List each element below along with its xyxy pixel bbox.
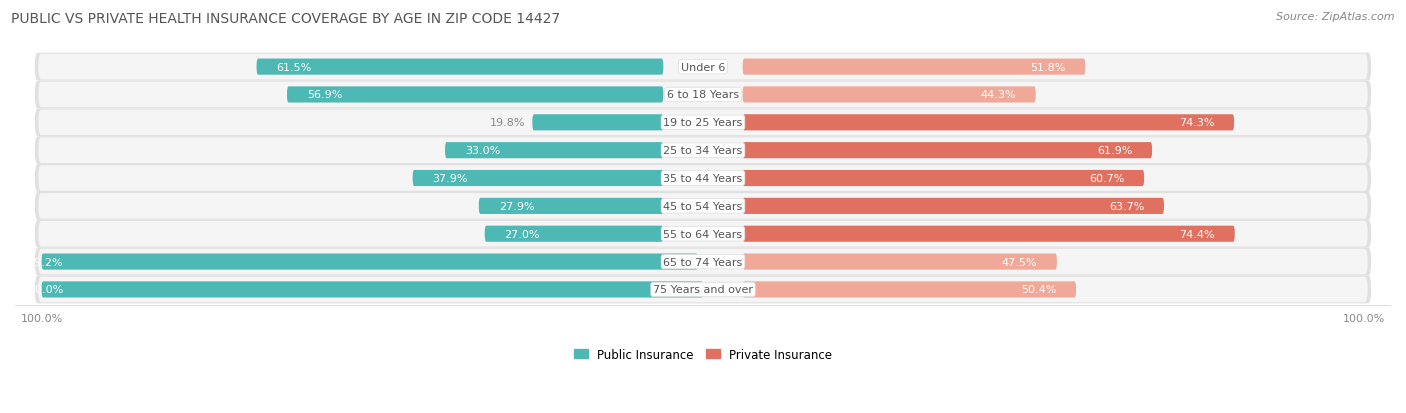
FancyBboxPatch shape <box>479 198 664 214</box>
FancyBboxPatch shape <box>38 221 1368 247</box>
FancyBboxPatch shape <box>38 166 1368 191</box>
FancyBboxPatch shape <box>38 83 1368 108</box>
FancyBboxPatch shape <box>485 226 664 242</box>
Text: 47.5%: 47.5% <box>1001 257 1038 267</box>
Text: 19 to 25 Years: 19 to 25 Years <box>664 118 742 128</box>
Text: 63.7%: 63.7% <box>1109 202 1144 211</box>
FancyBboxPatch shape <box>38 277 1368 302</box>
FancyBboxPatch shape <box>742 254 1057 270</box>
Text: 50.4%: 50.4% <box>1021 285 1056 295</box>
Text: 65 to 74 Years: 65 to 74 Years <box>664 257 742 267</box>
FancyBboxPatch shape <box>742 143 1152 159</box>
Text: 27.9%: 27.9% <box>499 202 534 211</box>
Text: 75 Years and over: 75 Years and over <box>652 285 754 295</box>
FancyBboxPatch shape <box>35 192 1371 220</box>
FancyBboxPatch shape <box>742 115 1234 131</box>
Text: 27.0%: 27.0% <box>505 229 540 239</box>
FancyBboxPatch shape <box>38 55 1368 80</box>
FancyBboxPatch shape <box>35 137 1371 165</box>
Text: 99.2%: 99.2% <box>27 257 63 267</box>
FancyBboxPatch shape <box>446 143 664 159</box>
FancyBboxPatch shape <box>35 248 1371 276</box>
Text: 74.3%: 74.3% <box>1178 118 1215 128</box>
Text: 100.0%: 100.0% <box>21 285 65 295</box>
FancyBboxPatch shape <box>38 194 1368 219</box>
FancyBboxPatch shape <box>42 254 697 270</box>
FancyBboxPatch shape <box>742 59 1085 76</box>
Text: Source: ZipAtlas.com: Source: ZipAtlas.com <box>1277 12 1395 22</box>
Text: 51.8%: 51.8% <box>1031 62 1066 72</box>
Legend: Public Insurance, Private Insurance: Public Insurance, Private Insurance <box>574 348 832 361</box>
FancyBboxPatch shape <box>742 87 1036 103</box>
Text: 55 to 64 Years: 55 to 64 Years <box>664 229 742 239</box>
FancyBboxPatch shape <box>412 171 664 187</box>
FancyBboxPatch shape <box>35 81 1371 109</box>
FancyBboxPatch shape <box>742 198 1164 214</box>
FancyBboxPatch shape <box>35 165 1371 192</box>
Text: 56.9%: 56.9% <box>307 90 342 100</box>
FancyBboxPatch shape <box>35 220 1371 248</box>
FancyBboxPatch shape <box>38 138 1368 164</box>
Text: 35 to 44 Years: 35 to 44 Years <box>664 173 742 184</box>
FancyBboxPatch shape <box>42 282 703 298</box>
Text: 61.5%: 61.5% <box>277 62 312 72</box>
FancyBboxPatch shape <box>38 110 1368 136</box>
Text: 45 to 54 Years: 45 to 54 Years <box>664 202 742 211</box>
FancyBboxPatch shape <box>742 171 1144 187</box>
FancyBboxPatch shape <box>35 54 1371 81</box>
FancyBboxPatch shape <box>256 59 664 76</box>
FancyBboxPatch shape <box>742 226 1234 242</box>
Text: Under 6: Under 6 <box>681 62 725 72</box>
Text: 60.7%: 60.7% <box>1088 173 1125 184</box>
FancyBboxPatch shape <box>287 87 664 103</box>
Text: 25 to 34 Years: 25 to 34 Years <box>664 146 742 156</box>
FancyBboxPatch shape <box>38 249 1368 275</box>
Text: 37.9%: 37.9% <box>433 173 468 184</box>
Text: 19.8%: 19.8% <box>491 118 526 128</box>
FancyBboxPatch shape <box>533 115 664 131</box>
Text: 33.0%: 33.0% <box>465 146 501 156</box>
Text: 6 to 18 Years: 6 to 18 Years <box>666 90 740 100</box>
FancyBboxPatch shape <box>35 109 1371 137</box>
FancyBboxPatch shape <box>35 276 1371 304</box>
Text: 74.4%: 74.4% <box>1180 229 1215 239</box>
Text: PUBLIC VS PRIVATE HEALTH INSURANCE COVERAGE BY AGE IN ZIP CODE 14427: PUBLIC VS PRIVATE HEALTH INSURANCE COVER… <box>11 12 561 26</box>
Text: 61.9%: 61.9% <box>1097 146 1132 156</box>
FancyBboxPatch shape <box>742 282 1076 298</box>
Text: 44.3%: 44.3% <box>980 90 1015 100</box>
